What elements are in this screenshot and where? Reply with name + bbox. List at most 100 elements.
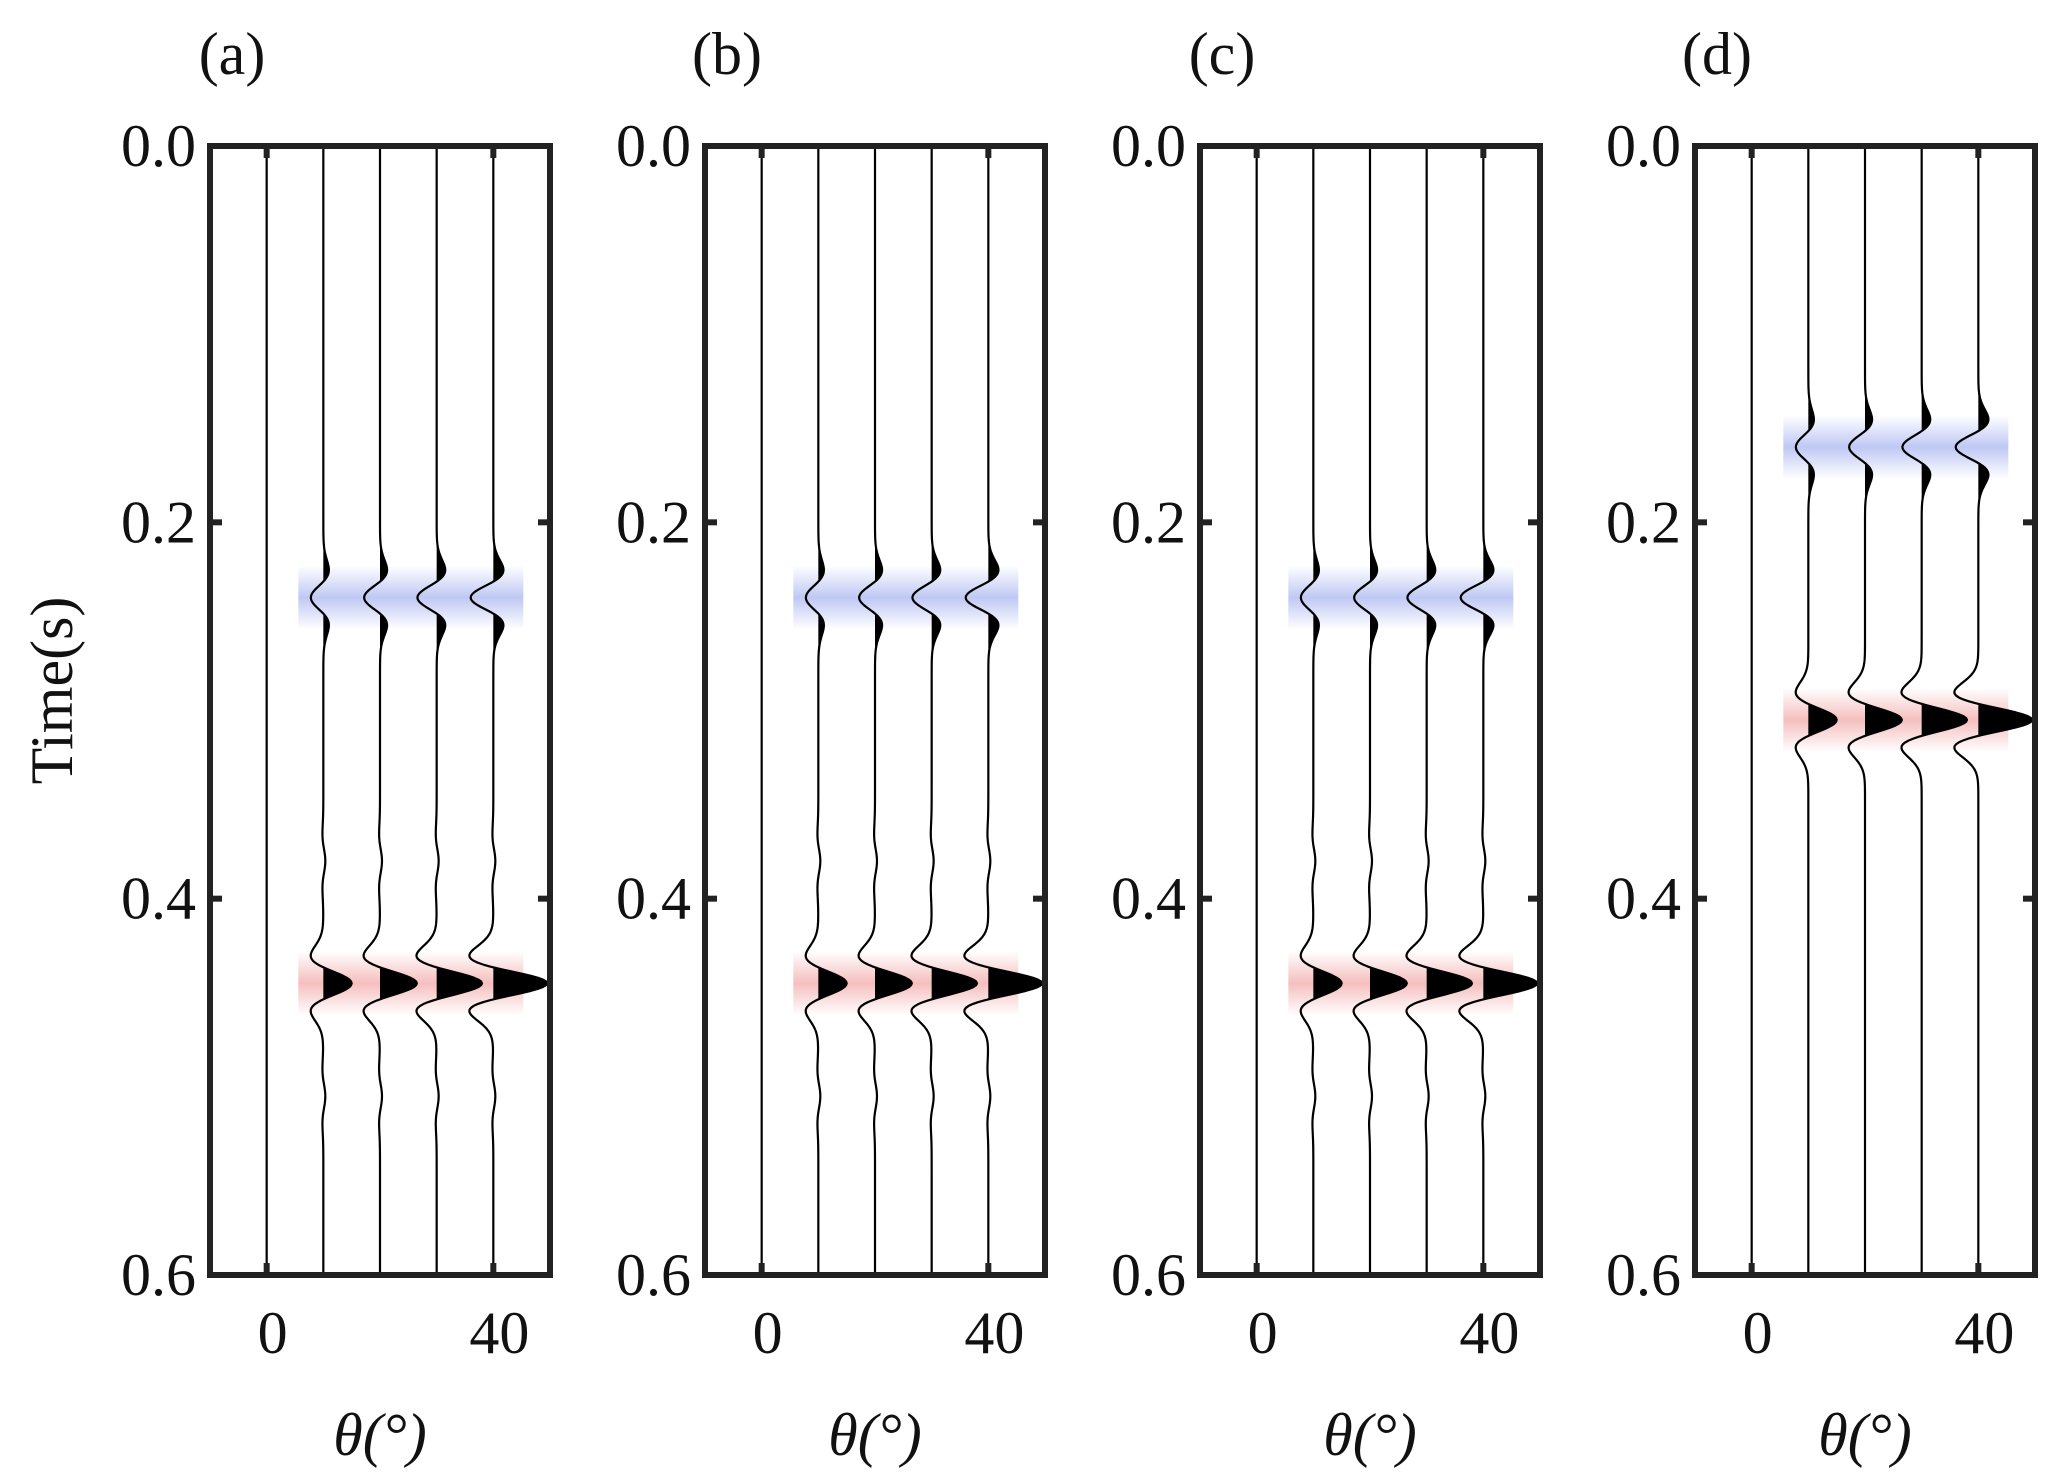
wiggle-line — [468, 146, 549, 1275]
axes-frame — [702, 143, 1048, 1278]
wiggle-fill — [875, 614, 883, 692]
wiggle-fill — [1921, 463, 1931, 542]
wiggle-line — [804, 146, 848, 1275]
event-band — [1288, 565, 1514, 630]
wiggle-fill — [436, 614, 446, 692]
x-tick-label: 0 — [1248, 1300, 1278, 1366]
wiggle-fill — [875, 968, 912, 999]
wiggle-fill — [1483, 503, 1494, 582]
wiggle-line — [415, 146, 484, 1275]
wiggle-fill — [380, 968, 417, 999]
wiggle-fill — [1808, 352, 1814, 431]
x-axis-label: θ(°) — [828, 1402, 921, 1468]
wiggle-fill — [493, 968, 548, 999]
wiggle-line — [1900, 146, 1969, 1275]
wiggle-line — [309, 146, 353, 1275]
wiggle-fill — [1313, 968, 1342, 999]
x-tick-label: 40 — [1954, 1300, 2014, 1366]
wiggle-fill — [1808, 463, 1814, 542]
wiggle-fill — [380, 614, 388, 692]
wiggle-fill — [875, 503, 883, 582]
wiggle-fill — [1978, 352, 1989, 431]
y-tick-label: 0.0 — [1111, 113, 1186, 179]
wiggle-fill — [1865, 352, 1873, 431]
wiggle-fill — [323, 503, 329, 582]
y-tick-label: 0.6 — [1606, 1242, 1681, 1308]
wiggle-fill — [1865, 463, 1873, 542]
trace — [1953, 146, 2034, 1275]
wiggle-fill — [436, 968, 482, 999]
trace — [1847, 146, 1903, 1275]
wiggle-fill — [323, 968, 352, 999]
x-axis-label: θ(°) — [333, 1402, 426, 1468]
event-band — [1783, 415, 2009, 480]
trace — [1794, 146, 1838, 1275]
trace — [804, 146, 848, 1275]
wiggle-fill — [1483, 614, 1494, 692]
wiggle-line — [1352, 146, 1408, 1275]
y-tick-label: 0.2 — [121, 489, 196, 555]
wiggle-fill — [1313, 614, 1319, 692]
y-tick-label: 0.0 — [1606, 113, 1681, 179]
trace — [910, 146, 979, 1275]
y-axis-label: Time(s) — [19, 597, 85, 785]
wiggle-fill — [1921, 352, 1931, 431]
y-tick-label: 0.2 — [1111, 489, 1186, 555]
wiggle-fill — [988, 503, 999, 582]
trace — [1352, 146, 1408, 1275]
x-tick-label: 40 — [964, 1300, 1024, 1366]
trace — [415, 146, 484, 1275]
panel-label: (d) — [1682, 21, 1752, 87]
wiggle-fill — [1313, 503, 1319, 582]
wiggle-line — [857, 146, 913, 1275]
y-tick-label: 0.0 — [616, 113, 691, 179]
axes-frame — [1692, 143, 2038, 1278]
y-tick-label: 0.2 — [616, 489, 691, 555]
wiggle-line — [1953, 146, 2034, 1275]
x-tick-label: 0 — [753, 1300, 783, 1366]
wiggle-fill — [1808, 704, 1837, 736]
wiggle-fill — [818, 503, 824, 582]
wiggle-fill — [1865, 704, 1902, 736]
y-tick-label: 0.2 — [1606, 489, 1681, 555]
wiggle-fill — [1426, 968, 1472, 999]
wiggle-fill — [380, 503, 388, 582]
trace — [1405, 146, 1474, 1275]
wiggle-fill — [818, 968, 847, 999]
wiggle-fill — [323, 614, 329, 692]
panel-label: (c) — [1189, 21, 1256, 87]
y-tick-label: 0.4 — [1606, 866, 1681, 932]
trace — [362, 146, 418, 1275]
wiggle-fill — [436, 503, 446, 582]
y-tick-label: 0.6 — [1111, 1242, 1186, 1308]
wiggle-fill — [1370, 614, 1378, 692]
wiggle-line — [910, 146, 979, 1275]
panel-2: 0.0 0.2 0.4 0.6 0 40 θ(°) (b) — [616, 21, 1048, 1468]
wiggle-fill — [931, 614, 941, 692]
x-tick-label: 40 — [469, 1300, 529, 1366]
wiggle-fill — [931, 968, 977, 999]
panel-label: (b) — [692, 21, 762, 87]
trace — [309, 146, 353, 1275]
wiggle-fill — [1426, 503, 1436, 582]
wiggle-line — [1847, 146, 1903, 1275]
wiggle-fill — [493, 614, 504, 692]
trace — [857, 146, 913, 1275]
wiggle-fill — [988, 968, 1043, 999]
y-tick-label: 0.6 — [121, 1242, 196, 1308]
x-axis-label: θ(°) — [1818, 1402, 1911, 1468]
wiggle-line — [362, 146, 418, 1275]
x-tick-label: 40 — [1459, 1300, 1519, 1366]
wiggle-fill — [988, 614, 999, 692]
y-tick-label: 0.4 — [1111, 866, 1186, 932]
wiggle-fill — [1426, 614, 1436, 692]
event-band — [298, 565, 524, 630]
wiggle-fill — [1921, 704, 1967, 736]
wiggle-fill — [1978, 463, 1989, 542]
event-band — [793, 565, 1019, 630]
trace — [963, 146, 1044, 1275]
y-tick-label: 0.4 — [121, 866, 196, 932]
trace — [468, 146, 549, 1275]
wiggle-line — [1405, 146, 1474, 1275]
